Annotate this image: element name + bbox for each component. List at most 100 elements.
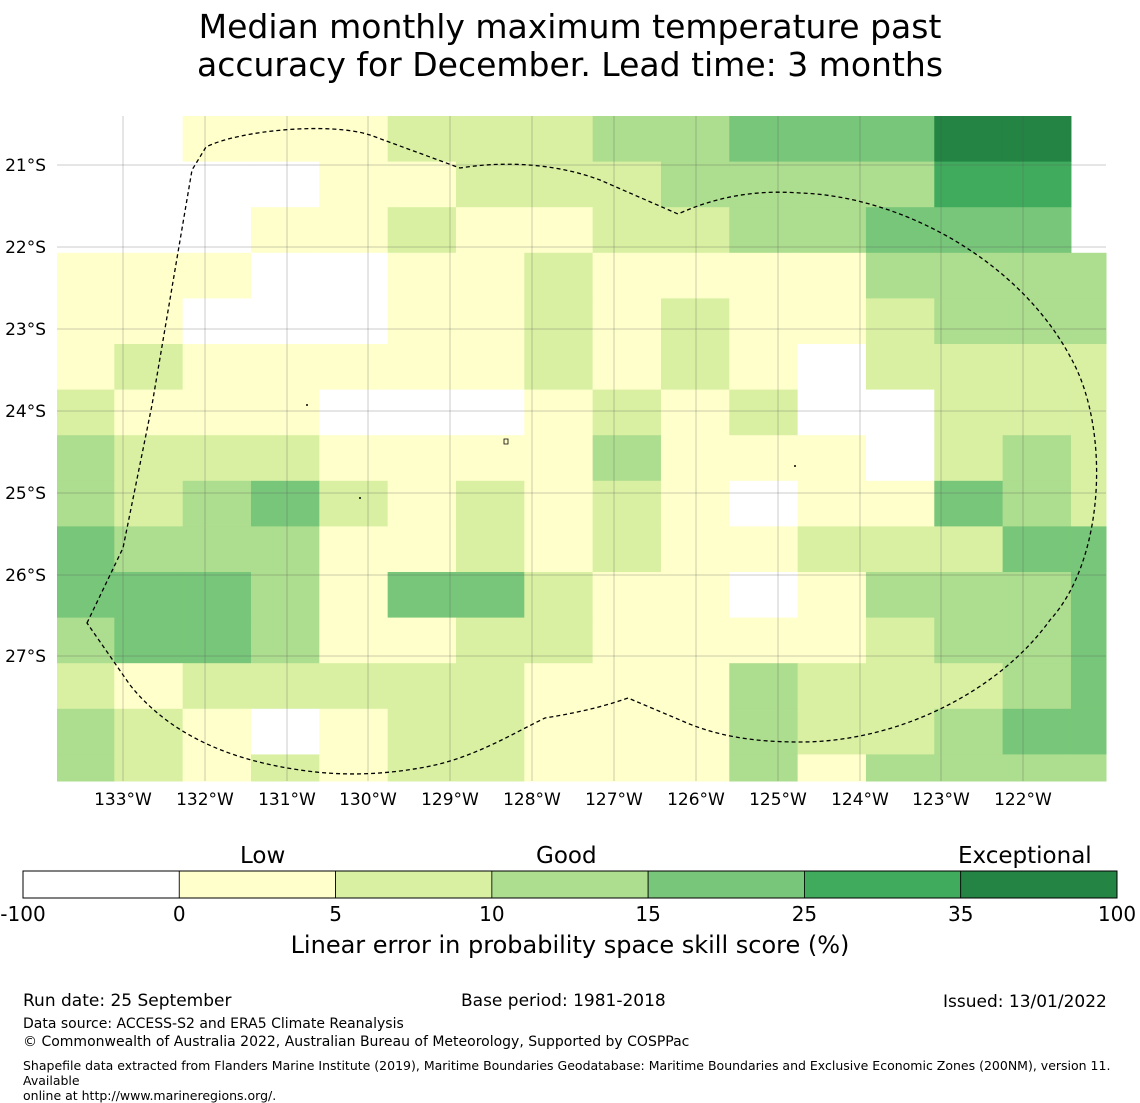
colorbar — [22, 870, 1118, 899]
grid-cell — [592, 708, 662, 755]
grid-cell — [1002, 526, 1072, 573]
grid-cell — [250, 161, 320, 208]
grid-cell — [114, 435, 184, 482]
grid-cell — [455, 572, 525, 619]
grid-cell — [797, 161, 867, 208]
longitude-label: 128°W — [503, 790, 561, 810]
colorbar-segment — [22, 870, 180, 899]
colorbar-segments — [22, 870, 1118, 899]
grid-cell — [319, 252, 389, 299]
grid-cell — [1070, 754, 1107, 782]
grid-cell — [1070, 572, 1107, 619]
grid-cell — [524, 480, 594, 527]
grid-cell — [660, 754, 730, 782]
map-title: Median monthly maximum temperature past … — [0, 8, 1140, 84]
eez-boundary — [86, 127, 1098, 775]
grid-cell — [182, 298, 252, 345]
colorbar-segment — [960, 870, 1118, 899]
grid-cell — [1002, 389, 1072, 436]
grid-cell — [592, 572, 662, 619]
grid-cell — [592, 116, 662, 163]
grid-cell — [865, 526, 935, 573]
grid-cell — [455, 252, 525, 299]
latitude-label: 21°S — [5, 156, 46, 176]
graticule — [57, 116, 1106, 781]
longitude-label: 122°W — [994, 790, 1052, 810]
colorbar-segment — [804, 870, 962, 899]
grid-cell — [934, 708, 1004, 755]
grid-cell — [592, 207, 662, 254]
grid-cell — [319, 526, 389, 573]
grid-cell — [797, 754, 867, 782]
grid-cell — [250, 298, 320, 345]
grid-cell — [524, 435, 594, 482]
grid-cell — [57, 435, 115, 482]
grid-cell — [182, 754, 252, 782]
colorbar-tick-label: 100 — [1097, 902, 1137, 926]
grid-cell — [1070, 480, 1107, 527]
grid-cell — [1002, 298, 1072, 345]
grid-cell — [592, 617, 662, 664]
colorbar-segment — [335, 870, 493, 899]
grid-cell — [865, 663, 935, 710]
skill-map: 21°S22°S23°S24°S25°S26°S27°S 133°W 132°W 1… — [5, 116, 1107, 810]
grid-cell — [182, 161, 252, 208]
grid-cell — [934, 252, 1004, 299]
grid-cell — [660, 344, 730, 391]
copyright: © Commonwealth of Australia 2022, Austra… — [23, 1034, 690, 1050]
grid-cell — [524, 526, 594, 573]
grid-cell — [319, 344, 389, 391]
grid-cell — [182, 480, 252, 527]
grid-cell — [660, 435, 730, 482]
grid-cell — [57, 344, 115, 391]
grid-cell — [182, 572, 252, 619]
grid-cell — [114, 298, 184, 345]
grid-cell — [114, 526, 184, 573]
grid-cell — [592, 161, 662, 208]
grid-cell — [250, 617, 320, 664]
grid-cell — [182, 389, 252, 436]
longitude-label: 130°W — [339, 790, 397, 810]
colorbar-tick-label: 5 — [329, 902, 342, 926]
grid-cell — [797, 298, 867, 345]
grid-cell — [182, 617, 252, 664]
latitude-label: 25°S — [5, 484, 46, 504]
grid-cell — [57, 252, 115, 299]
grid-cell — [250, 116, 320, 163]
grid-cell — [387, 252, 457, 299]
grid-cell — [524, 116, 594, 163]
legend-heading-low: Low — [240, 843, 286, 869]
grid-cell — [114, 708, 184, 755]
grid-cell — [797, 435, 867, 482]
grid-cell — [797, 526, 867, 573]
grid-cell — [934, 754, 1004, 782]
grid-cell — [934, 298, 1004, 345]
grid-cell — [865, 298, 935, 345]
grid-cell — [1002, 344, 1072, 391]
colorbar-tick-label: -100 — [0, 902, 46, 926]
grid-cell — [660, 207, 730, 254]
grid-cell — [729, 298, 799, 345]
grid-cell — [865, 435, 935, 482]
grid-cell — [387, 572, 457, 619]
grid-cell — [797, 389, 867, 436]
grid-cell — [865, 754, 935, 782]
shapefile-credit-line-2: online at http://www.marineregions.org/. — [23, 1088, 277, 1103]
longitude-labels: 133°W 132°W 131°W 130°W 129°W 128°W 127°W 126°W… — [94, 790, 1052, 810]
colorbar-tick-label: 15 — [635, 902, 661, 926]
grid-cell — [250, 708, 320, 755]
grid-cell — [729, 572, 799, 619]
longitude-label: 124°W — [831, 790, 889, 810]
colorbar-segment — [647, 870, 805, 899]
grid-cell — [865, 161, 935, 208]
grid-cell — [797, 708, 867, 755]
grid-cell — [455, 207, 525, 254]
grid-cell — [57, 617, 115, 664]
run-date: Run date: 25 September — [23, 991, 232, 1011]
colorbar-tick-label: 35 — [947, 902, 974, 926]
latitude-label: 27°S — [5, 647, 46, 667]
colorbar-tick-label: 10 — [479, 902, 505, 926]
grid-cell — [57, 754, 115, 782]
grid-cell — [114, 252, 184, 299]
grid-cell — [934, 207, 1004, 254]
